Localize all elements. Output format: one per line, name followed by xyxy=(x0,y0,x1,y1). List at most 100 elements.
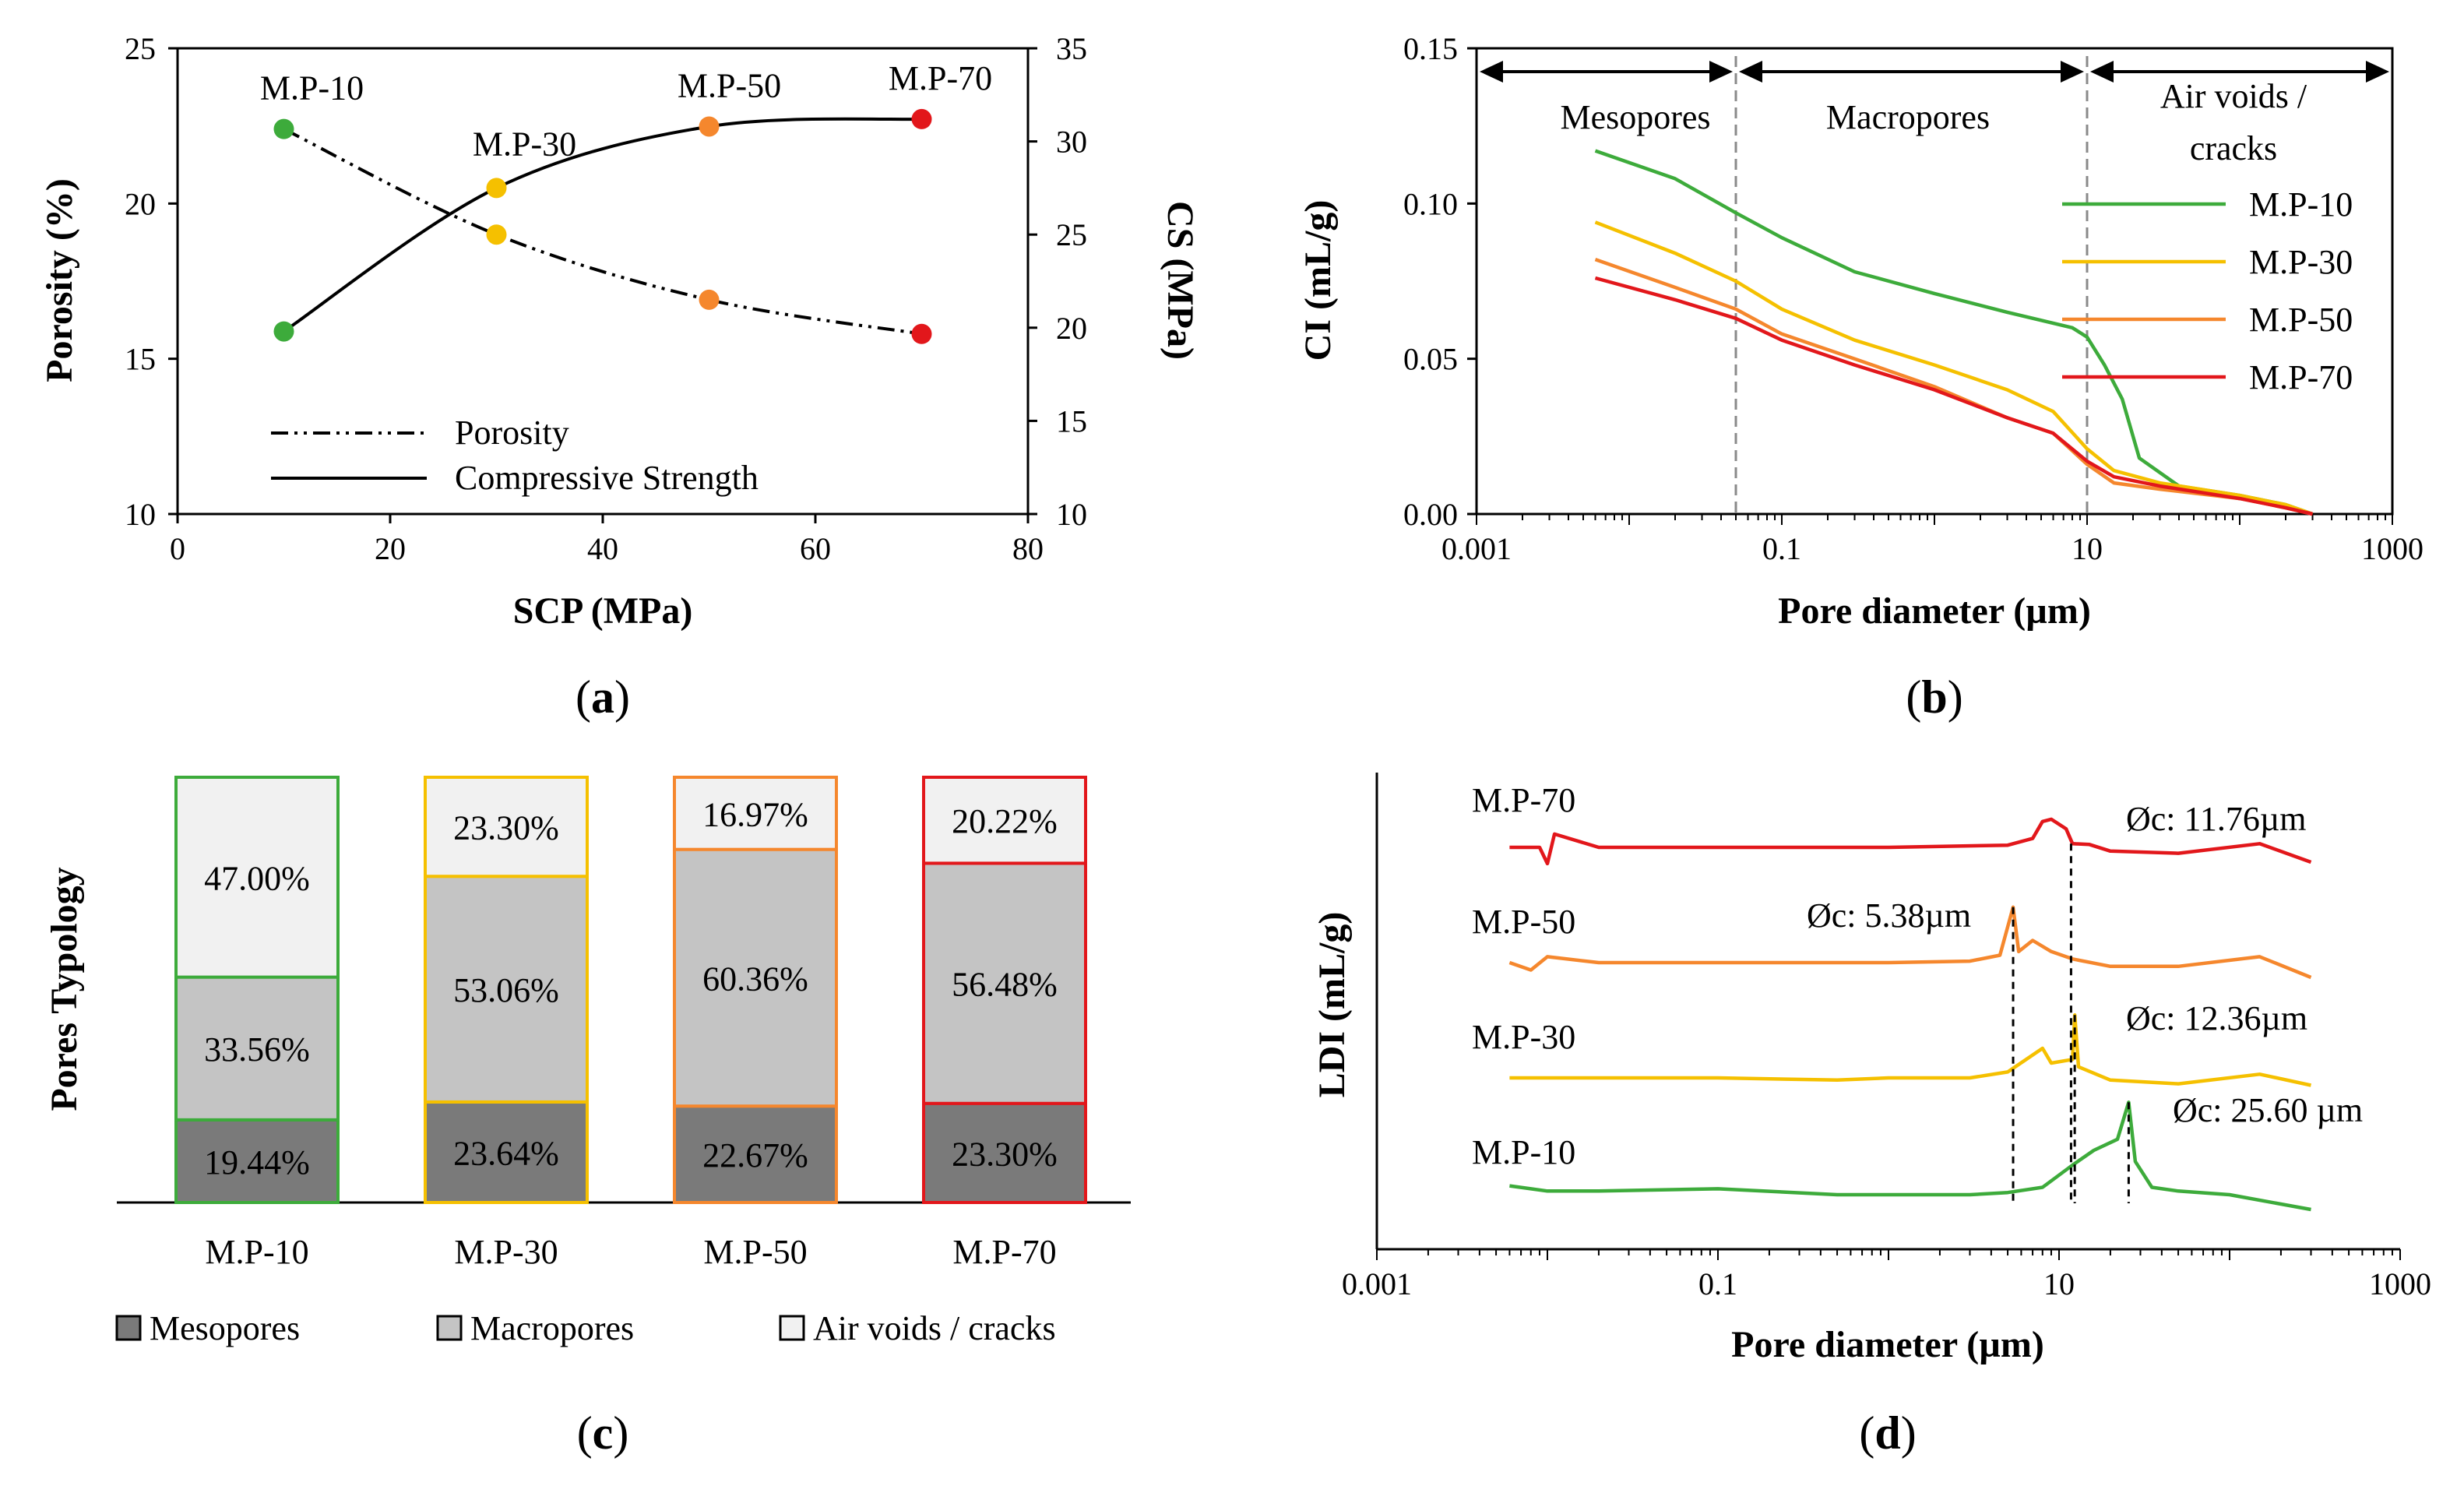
panel-a-y2tick-label: 20 xyxy=(1056,311,1087,346)
porosity-series-line xyxy=(283,127,922,336)
bar-segment-air xyxy=(424,776,589,879)
porosity-point xyxy=(911,323,932,344)
panel-d-xtick-label: 10 xyxy=(2043,1266,2075,1301)
panel-b-xtick-label: 0.001 xyxy=(1441,531,1512,566)
panel-b-letter: b xyxy=(1921,671,1947,723)
bar-segment-macropores xyxy=(174,975,340,1122)
panel-a-letter: a xyxy=(591,671,614,723)
panel-c-legend-label: Mesopores xyxy=(150,1309,300,1347)
bar-segment-label: 53.06% xyxy=(453,971,559,1009)
bar-segment-label: 23.30% xyxy=(952,1135,1058,1173)
porosity-point xyxy=(486,224,507,245)
panel-a-ytick-label: 20 xyxy=(125,186,156,221)
panel-b-legend-label: M.P-30 xyxy=(2249,243,2353,281)
panel-b-ytick-label: 0.10 xyxy=(1403,186,1458,221)
point-label: M.P-10 xyxy=(260,69,364,107)
critical-diameter-label: Øc: 5.38µm xyxy=(1807,896,1971,935)
panel-b-ytick-label: 0.15 xyxy=(1403,31,1458,66)
panel-a-ytick-label: 25 xyxy=(125,31,156,66)
panel-b-xtick-label: 0.1 xyxy=(1762,531,1801,566)
panel-a-xtick-label: 20 xyxy=(375,531,406,566)
panel-d-series-m.p-30 xyxy=(1509,1013,2311,1087)
region-arrow-head-left xyxy=(1738,61,1762,83)
panel-b-ytick-label: 0.00 xyxy=(1403,497,1458,532)
panel-a-xtick-label: 80 xyxy=(1012,531,1044,566)
porosity-point xyxy=(699,289,720,310)
bar-segment-label: 47.00% xyxy=(204,859,310,897)
panel-b-ytick-label: 0.05 xyxy=(1403,342,1458,377)
panel-a-ytick-label: 10 xyxy=(125,497,156,532)
bar-segment-label: 23.30% xyxy=(453,809,559,847)
panel-c-legend-label: Macropores xyxy=(470,1309,634,1347)
bar-segment-air xyxy=(174,776,340,979)
region-arrow-head-right xyxy=(2366,61,2389,83)
panel-d-series-m.p-10 xyxy=(1509,1100,2311,1212)
panel-b-legend-label: M.P-70 xyxy=(2249,358,2353,396)
region-arrow-head-right xyxy=(2061,61,2084,83)
panel-b-series-m.p-70 xyxy=(1594,276,2314,516)
bar-segment-label: 33.56% xyxy=(204,1030,310,1069)
region-arrow-head-left xyxy=(2090,61,2114,83)
region-cracks-label: cracks xyxy=(2190,129,2277,167)
panel-d-series-name: M.P-70 xyxy=(1472,781,1575,819)
point-label: M.P-70 xyxy=(889,59,992,97)
critical-diameter-label: Øc: 12.36µm xyxy=(2126,999,2307,1037)
bar-segment-macropores xyxy=(424,875,589,1104)
panel-d-series-m.p-70 xyxy=(1509,817,2312,866)
panel-a-xlabel: SCP (MPa) xyxy=(513,590,693,632)
panel-d-ylabel: LDI (mL/g) xyxy=(1311,912,1353,1098)
bar-segment-label: 56.48% xyxy=(952,966,1058,1004)
panel-c-legend-swatch xyxy=(115,1315,142,1341)
panel-a-y2tick-label: 35 xyxy=(1056,31,1087,66)
panel-b-xlabel: Pore diameter (µm) xyxy=(1778,590,2091,632)
legend-porosity-label: Porosity xyxy=(455,414,569,452)
panel-a-chart: 0 20 40 60 80 10 15 20 25 10 15 20 25 30 35 M.P-10 M.P-… xyxy=(39,31,1201,723)
panel-c-legend-swatch xyxy=(779,1315,805,1341)
critical-diameter-label: Øc: 11.76µm xyxy=(2126,800,2306,838)
panel-a-ytick-label: 15 xyxy=(125,342,156,377)
panel-d-xlabel: Pore diameter (µm) xyxy=(1731,1324,2044,1365)
panel-a-label: (a) xyxy=(576,671,630,723)
cs-point xyxy=(911,108,932,129)
panel-a-y2tick-label: 30 xyxy=(1056,125,1087,160)
region-arrow-head-right xyxy=(1709,61,1733,83)
panel-d-label: (d) xyxy=(1859,1407,1916,1459)
panel-d-xtick-label: 1000 xyxy=(2369,1266,2431,1301)
region-arrow-head-left xyxy=(1480,61,1503,83)
bar-segment-label: 60.36% xyxy=(702,960,808,998)
bar-segment-label: 23.64% xyxy=(453,1134,559,1172)
bar-segment-mesopores xyxy=(424,1100,589,1205)
point-label: M.P-50 xyxy=(678,66,781,104)
panel-a-xtick-label: 60 xyxy=(800,531,831,566)
panel-c-letter: c xyxy=(593,1407,614,1459)
panel-d-series-name: M.P-10 xyxy=(1472,1133,1575,1171)
panel-a-y2tick-label: 25 xyxy=(1056,217,1087,252)
panel-c-chart: 19.44% 33.56% 47.00% 23.64% 53.06% 23.30% 22.6… xyxy=(44,776,1131,1459)
bar-segment-macropores xyxy=(673,847,838,1108)
panel-a-xtick-label: 40 xyxy=(587,531,618,566)
region-airvoids-label: Air voids / xyxy=(2160,77,2307,115)
panel-a-y2tick-label: 15 xyxy=(1056,403,1087,438)
panel-c-ylabel: Pores Typology xyxy=(44,867,85,1111)
bar-segment-mesopores xyxy=(673,1104,838,1204)
region-macropores-label: Macropores xyxy=(1826,98,1990,136)
porosity-point xyxy=(273,118,294,139)
bar-segment-label: 22.67% xyxy=(702,1136,808,1174)
panel-a-xtick-label: 0 xyxy=(170,531,185,566)
point-label: M.P-30 xyxy=(473,125,576,163)
panel-a-y2label: CS (MPa) xyxy=(1160,201,1201,360)
category-label: M.P-50 xyxy=(703,1233,807,1271)
panel-a-ylabel: Porosity (%) xyxy=(39,178,80,382)
category-label: M.P-10 xyxy=(205,1233,308,1271)
cs-point xyxy=(486,178,507,199)
critical-diameter-label: Øc: 25.60 µm xyxy=(2173,1091,2363,1129)
region-mesopores-label: Mesopores xyxy=(1560,98,1710,136)
panel-b-legend-label: M.P-50 xyxy=(2249,301,2353,339)
category-label: M.P-70 xyxy=(952,1233,1056,1271)
panel-c-label: (c) xyxy=(577,1407,629,1459)
bar-segment-air xyxy=(922,776,1087,865)
bar-segment-mesopores xyxy=(922,1101,1087,1204)
panel-d-xtick-label: 0.1 xyxy=(1698,1266,1737,1301)
panel-b-xtick-label: 10 xyxy=(2072,531,2103,566)
